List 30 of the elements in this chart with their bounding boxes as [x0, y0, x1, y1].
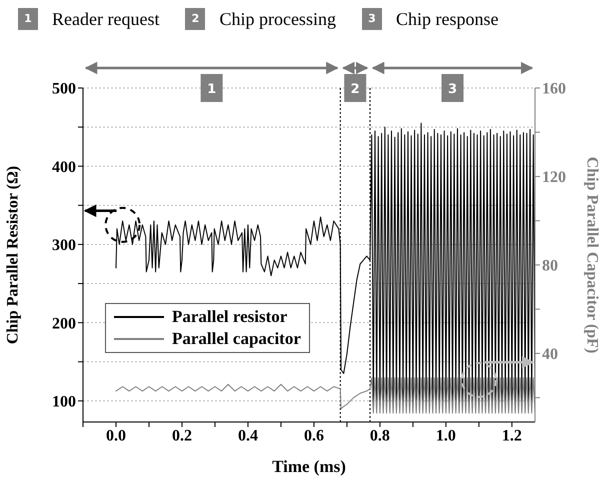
y2-tick-label: 40 — [542, 346, 558, 364]
annotation: 1 — [207, 82, 216, 97]
y2-tick-label: 80 — [542, 258, 558, 275]
legend-label: Parallel resistor — [172, 306, 288, 328]
y-tick-label: 100 — [52, 394, 76, 411]
y-tick-label: 300 — [52, 237, 76, 254]
y-tick-label: 200 — [52, 315, 76, 332]
y-tick-label: 400 — [52, 158, 76, 176]
legend-label: Parallel capacitor — [172, 328, 301, 350]
y2-tick-label: 160 — [542, 80, 566, 98]
y2-axis-title: Chip Parallel Capacitor (pF) — [583, 156, 600, 354]
x-tick-label: 0.6 — [304, 427, 324, 444]
x-tick-label: 1.0 — [436, 427, 456, 444]
y2-tick-label: 120 — [542, 169, 566, 186]
y-tick-label: 500 — [52, 80, 76, 98]
x-tick-label: 0.2 — [172, 427, 192, 444]
text: Chip response — [396, 8, 498, 30]
text: Chip processing — [219, 8, 336, 30]
x-tick-label: 0.4 — [238, 427, 258, 444]
text: Reader request — [52, 8, 160, 30]
annotation: 3 — [448, 82, 458, 97]
x-tick-label: 0.8 — [370, 427, 390, 444]
x-axis-title: Time (ms) — [272, 457, 346, 476]
x-tick-label: 1.2 — [502, 427, 522, 444]
x-tick-label: 0.0 — [106, 427, 126, 444]
text: 3 — [368, 12, 376, 25]
annotation: 2 — [350, 82, 360, 97]
y-axis-title: Chip Parallel Resistor (Ω) — [4, 166, 22, 344]
text: 2 — [192, 12, 200, 25]
text: 1 — [24, 12, 32, 25]
